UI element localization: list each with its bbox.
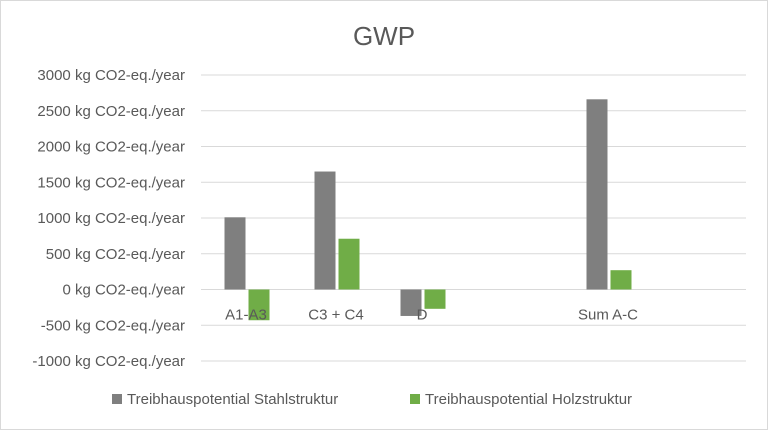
- y-tick-label: 2500 kg CO2-eq./year: [37, 103, 185, 120]
- legend-label: Treibhauspotential Holzstruktur: [425, 391, 632, 408]
- x-tick-label: Sum A-C: [578, 307, 638, 324]
- bar-stahl-a1-a3: [224, 217, 246, 290]
- x-tick-label: D: [417, 307, 428, 324]
- x-tick-label: C3 + C4: [308, 307, 363, 324]
- bar-holz-d: [424, 289, 446, 309]
- y-tick-label: 2000 kg CO2-eq./year: [37, 139, 185, 156]
- y-tick-label: 0 kg CO2-eq./year: [62, 282, 185, 299]
- y-tick-label: 500 kg CO2-eq./year: [46, 246, 185, 263]
- legend-swatch: [410, 394, 420, 404]
- y-axis-tick-labels: 3000 kg CO2-eq./year 2500 kg CO2-eq./year…: [32, 67, 185, 370]
- y-tick-label: 1000 kg CO2-eq./year: [37, 210, 185, 227]
- chart-title: GWP: [353, 21, 415, 51]
- y-tick-label: -500 kg CO2-eq./year: [41, 317, 185, 334]
- bar-holz-a1-a3: [248, 289, 270, 321]
- bar-holz-sum-a-c: [610, 270, 632, 290]
- bars: [224, 99, 632, 321]
- legend-swatch: [112, 394, 122, 404]
- bar-holz-c3-c4: [338, 238, 360, 290]
- x-tick-label: A1-A3: [225, 307, 267, 324]
- bar-stahl-d: [400, 289, 422, 316]
- gridlines: [201, 74, 746, 362]
- y-tick-label: -1000 kg CO2-eq./year: [32, 353, 185, 370]
- legend-label: Treibhauspotential Stahlstruktur: [127, 391, 338, 408]
- bar-stahl-sum-a-c: [586, 99, 608, 290]
- legend: Treibhauspotential Stahlstruktur Treibhau…: [112, 391, 632, 408]
- x-axis-tick-labels: A1-A3 C3 + C4 D Sum A-C: [225, 307, 638, 324]
- y-tick-label: 3000 kg CO2-eq./year: [37, 67, 185, 84]
- y-tick-label: 1500 kg CO2-eq./year: [37, 174, 185, 191]
- bar-stahl-c3-c4: [314, 171, 336, 290]
